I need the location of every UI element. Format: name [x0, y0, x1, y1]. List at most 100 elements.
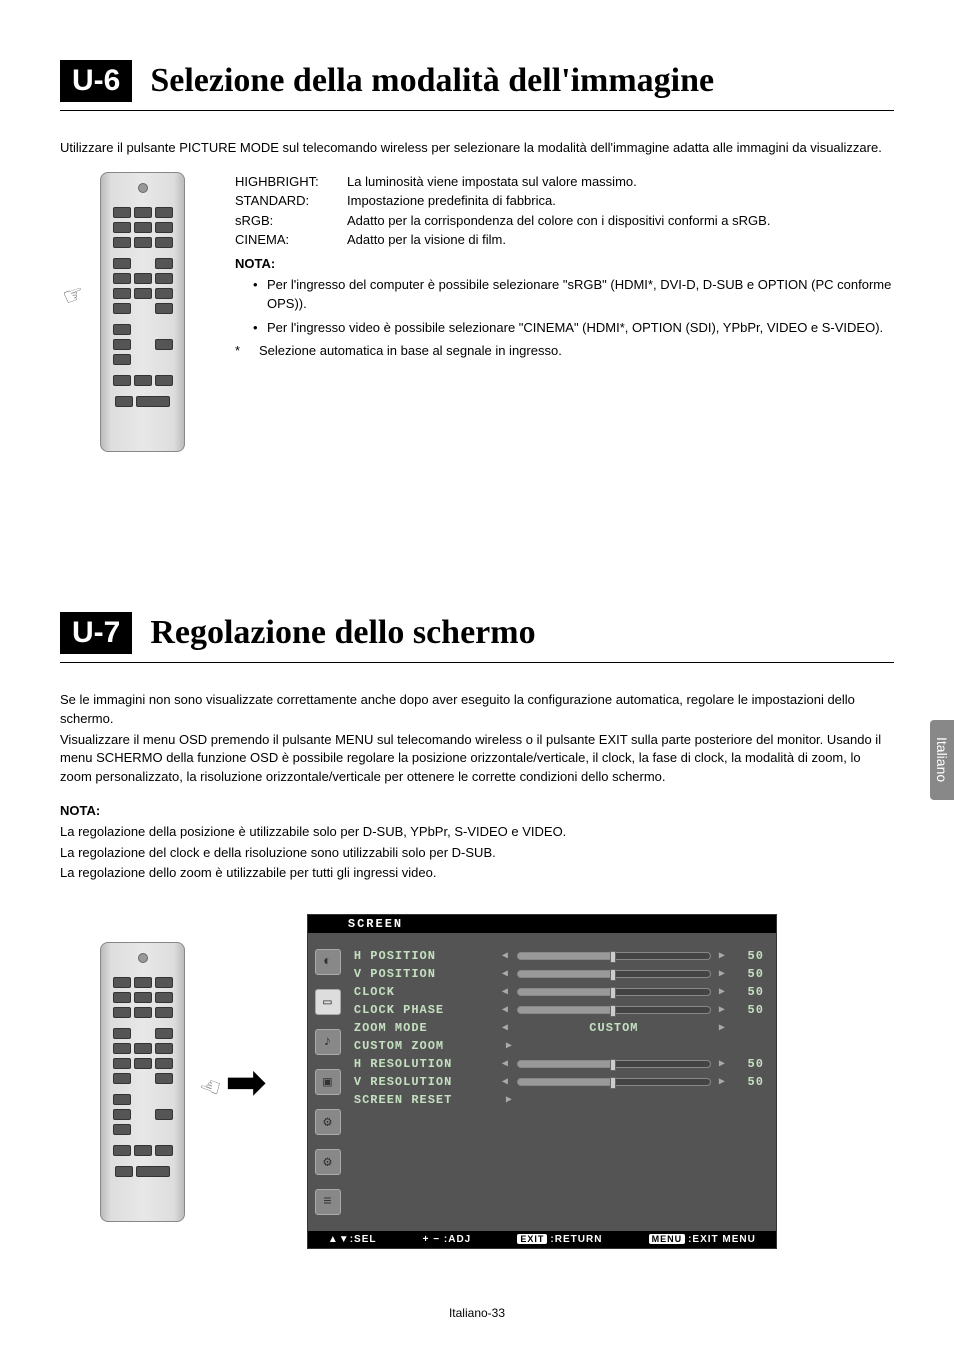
pointing-hand-icon: ☞ [196, 1068, 226, 1103]
section-u7-heading: U-7 Regolazione dello schermo [60, 612, 894, 663]
arrow-right-icon: ➡ [225, 1053, 267, 1111]
osd-enum-value: CUSTOM [517, 1021, 711, 1035]
mode-desc: Adatto per la visione di film. [347, 230, 506, 250]
osd-row-label: ZOOM MODE [354, 1021, 494, 1035]
osd-slider [517, 1060, 711, 1068]
bullet-item: Per l'ingresso video è possibile selezio… [253, 318, 894, 338]
nota-label: NOTA: [60, 801, 894, 822]
osd-rows: H POSITION◀▶50V POSITION◀▶50CLOCK◀▶50CLO… [348, 933, 776, 1231]
osd-row: H POSITION ◀ ▶ 50 [354, 947, 764, 965]
osd-row-label: CLOCK PHASE [354, 1003, 494, 1017]
osd-row-label: V POSITION [354, 967, 494, 981]
osd-footer: ▲▼:SEL + − :ADJ EXIT:RETURN MENU:EXIT ME… [308, 1231, 776, 1248]
osd-icon-advanced: ≡ [315, 1189, 341, 1215]
osd-row-label: V RESOLUTION [354, 1075, 494, 1089]
mode-table: HIGHBRIGHT:La luminosità viene impostata… [235, 172, 894, 250]
osd-value: 50 [734, 1075, 764, 1089]
u7-lower-row: ☞ ➡ SCREEN ◐ ▭ ♪ ▣ ⚙ ⚙ ≡ H POSITION◀▶50V… [60, 914, 894, 1249]
osd-header: SCREEN [308, 915, 776, 933]
language-tab: Italiano [930, 720, 954, 800]
nota-line: La regolazione del clock e della risoluz… [60, 843, 894, 864]
section-tag-u6: U-6 [60, 60, 132, 102]
osd-icon-brightness: ◐ [315, 949, 341, 975]
remote-illustration-1: ☞ [100, 172, 185, 452]
asterisk: * [235, 343, 245, 358]
triangle-right-icon: ▶ [719, 986, 726, 998]
mode-label: STANDARD: [235, 191, 347, 211]
u6-content-row: ☞ HIGHBRIGHT:La luminosità viene imposta… [60, 172, 894, 452]
mode-label: CINEMA: [235, 230, 347, 250]
osd-row: H RESOLUTION ◀ ▶ 50 [354, 1055, 764, 1073]
triangle-left-icon: ◀ [502, 1004, 509, 1016]
triangle-right-icon: ▶ [719, 1058, 726, 1070]
nota-line: La regolazione dello zoom è utilizzabile… [60, 863, 894, 884]
pointing-hand-icon: ☞ [59, 278, 89, 313]
triangle-right-icon: ▶ [719, 1076, 726, 1088]
osd-icon-config1: ⚙ [315, 1109, 341, 1135]
osd-icon-screen: ▭ [315, 989, 341, 1015]
osd-row: CUSTOM ZOOM ▶ [354, 1037, 764, 1055]
page-number: Italiano-33 [0, 1306, 954, 1320]
osd-row-label: CUSTOM ZOOM [354, 1039, 494, 1053]
osd-icon-pip: ▣ [315, 1069, 341, 1095]
osd-footer-adj: + − :ADJ [423, 1234, 472, 1245]
osd-row: ZOOM MODE ◀ CUSTOM ▶ [354, 1019, 764, 1037]
osd-row-label: H POSITION [354, 949, 494, 963]
osd-value: 50 [734, 1003, 764, 1017]
nota-line: La regolazione della posizione è utilizz… [60, 822, 894, 843]
section-u6-heading: U-6 Selezione della modalità dell'immagi… [60, 60, 894, 111]
remote-illustration-2: ☞ [100, 942, 185, 1222]
osd-slider [517, 1006, 711, 1014]
bullet-item: Per l'ingresso del computer è possibile … [253, 275, 894, 314]
osd-row: CLOCK ◀ ▶ 50 [354, 983, 764, 1001]
osd-value: 50 [734, 1057, 764, 1071]
u6-intro: Utilizzare il pulsante PICTURE MODE sul … [60, 139, 894, 158]
osd-slider [517, 952, 711, 960]
section-title-u6: Selezione della modalità dell'immagine [150, 62, 714, 100]
osd-icon-config2: ⚙ [315, 1149, 341, 1175]
triangle-left-icon: ◀ [502, 950, 509, 962]
osd-footer-sel: ▲▼:SEL [328, 1234, 377, 1245]
triangle-left-icon: ◀ [502, 968, 509, 980]
osd-icon-audio: ♪ [315, 1029, 341, 1055]
triangle-right-icon: ▶ [506, 1040, 513, 1052]
triangle-right-icon: ▶ [719, 968, 726, 980]
osd-value: 50 [734, 967, 764, 981]
mode-label: sRGB: [235, 211, 347, 231]
osd-row: SCREEN RESET ▶ [354, 1091, 764, 1109]
u7-para: Visualizzare il menu OSD premendo il pul… [60, 731, 894, 788]
mode-desc: Adatto per la corrispondenza del colore … [347, 211, 770, 231]
osd-row: V POSITION ◀ ▶ 50 [354, 965, 764, 983]
triangle-left-icon: ◀ [502, 1022, 509, 1034]
osd-screen-menu: SCREEN ◐ ▭ ♪ ▣ ⚙ ⚙ ≡ H POSITION◀▶50V POS… [307, 914, 777, 1249]
u7-nota-block: NOTA: La regolazione della posizione è u… [60, 801, 894, 884]
section-tag-u7: U-7 [60, 612, 132, 654]
osd-slider [517, 988, 711, 996]
mode-label: HIGHBRIGHT: [235, 172, 347, 192]
mode-desc: La luminosità viene impostata sul valore… [347, 172, 637, 192]
triangle-right-icon: ▶ [719, 1022, 726, 1034]
asterisk-note: * Selezione automatica in base al segnal… [235, 343, 894, 358]
triangle-left-icon: ◀ [502, 1076, 509, 1088]
triangle-left-icon: ◀ [502, 986, 509, 998]
nota-label: NOTA: [235, 256, 894, 271]
triangle-right-icon: ▶ [719, 950, 726, 962]
section-title-u7: Regolazione dello schermo [150, 614, 535, 652]
u7-para: Se le immagini non sono visualizzate cor… [60, 691, 894, 729]
osd-row: V RESOLUTION ◀ ▶ 50 [354, 1073, 764, 1091]
osd-value: 50 [734, 949, 764, 963]
osd-row: CLOCK PHASE◀▶50 [354, 1001, 764, 1019]
triangle-left-icon: ◀ [502, 1058, 509, 1070]
osd-slider [517, 1078, 711, 1086]
osd-icon-column: ◐ ▭ ♪ ▣ ⚙ ⚙ ≡ [308, 933, 348, 1231]
u6-mode-block: HIGHBRIGHT:La luminosità viene impostata… [235, 172, 894, 452]
mode-desc: Impostazione predefinita di fabbrica. [347, 191, 556, 211]
triangle-right-icon: ▶ [506, 1094, 513, 1106]
u6-bullets: Per l'ingresso del computer è possibile … [235, 275, 894, 338]
osd-footer-return: EXIT:RETURN [517, 1234, 602, 1245]
osd-row-label: SCREEN RESET [354, 1093, 494, 1107]
osd-row-label: H RESOLUTION [354, 1057, 494, 1071]
osd-slider [517, 970, 711, 978]
osd-row-label: CLOCK [354, 985, 494, 999]
osd-value: 50 [734, 985, 764, 999]
